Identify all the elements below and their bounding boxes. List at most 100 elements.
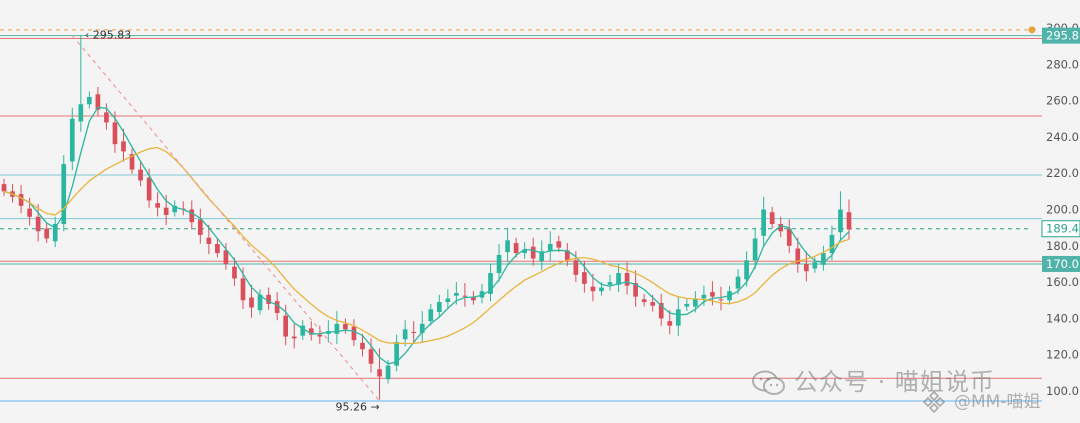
- candle-body[interactable]: [522, 249, 528, 254]
- candle-body[interactable]: [146, 177, 152, 201]
- candle-body[interactable]: [232, 266, 237, 279]
- candle-body[interactable]: [675, 309, 681, 326]
- candle-body[interactable]: [283, 315, 289, 337]
- candle-body[interactable]: [419, 323, 425, 333]
- candle-body[interactable]: [693, 298, 698, 307]
- candle-body[interactable]: [658, 302, 664, 319]
- alert-marker[interactable]: [1028, 26, 1036, 34]
- price-label-box[interactable]: [1042, 27, 1080, 44]
- candle-body[interactable]: [411, 332, 417, 334]
- candle-body[interactable]: [667, 321, 673, 326]
- candle-body[interactable]: [599, 287, 604, 292]
- candle-body[interactable]: [573, 260, 579, 275]
- candle-body[interactable]: [641, 299, 647, 303]
- candle-body[interactable]: [61, 164, 67, 225]
- candle-body[interactable]: [78, 104, 84, 122]
- candle-body[interactable]: [308, 328, 314, 335]
- candle-body[interactable]: [761, 209, 766, 236]
- candle-body[interactable]: [257, 294, 263, 311]
- candle-body[interactable]: [300, 325, 306, 336]
- candle-body[interactable]: [104, 112, 109, 123]
- candle-body[interactable]: [812, 262, 818, 269]
- candle-body[interactable]: [846, 212, 852, 230]
- candle-body[interactable]: [360, 342, 365, 350]
- candle-body[interactable]: [163, 207, 169, 215]
- candle-body[interactable]: [1, 184, 7, 192]
- candle-body[interactable]: [795, 248, 801, 264]
- candle-body[interactable]: [351, 326, 357, 341]
- candle-body[interactable]: [547, 243, 553, 252]
- candle-body[interactable]: [513, 243, 519, 254]
- candle-body[interactable]: [564, 250, 570, 261]
- candle-body[interactable]: [44, 228, 50, 239]
- candle-body[interactable]: [445, 298, 451, 303]
- candle-body[interactable]: [752, 238, 758, 261]
- candle-body[interactable]: [52, 224, 58, 242]
- candle-body[interactable]: [206, 237, 212, 244]
- candle-body[interactable]: [343, 323, 348, 330]
- candle-body[interactable]: [838, 209, 843, 233]
- candle-body[interactable]: [249, 297, 254, 308]
- price-label-box[interactable]: [1042, 255, 1080, 272]
- candle-body[interactable]: [121, 141, 126, 152]
- candle-body[interactable]: [112, 122, 118, 145]
- candle-body[interactable]: [274, 301, 280, 313]
- candle-body[interactable]: [607, 282, 613, 285]
- candle-body[interactable]: [436, 302, 442, 313]
- candle-body[interactable]: [530, 246, 536, 259]
- candle-body[interactable]: [684, 303, 690, 307]
- candle-body[interactable]: [496, 254, 502, 274]
- candle-body[interactable]: [266, 294, 271, 304]
- candle-body[interactable]: [172, 205, 178, 213]
- candle-body[interactable]: [87, 96, 92, 105]
- candle-body[interactable]: [155, 203, 160, 208]
- candle-body[interactable]: [701, 294, 707, 299]
- candle-body[interactable]: [821, 253, 826, 265]
- candle-body[interactable]: [189, 209, 195, 223]
- candle-body[interactable]: [505, 240, 510, 253]
- candle-body[interactable]: [718, 299, 724, 301]
- candle-body[interactable]: [215, 243, 220, 254]
- candle-body[interactable]: [633, 283, 638, 297]
- candle-body[interactable]: [368, 349, 374, 364]
- candle-body[interactable]: [240, 278, 246, 301]
- candle-body[interactable]: [735, 276, 741, 289]
- candle-body[interactable]: [138, 169, 143, 181]
- candle-body[interactable]: [744, 260, 749, 280]
- candle-body[interactable]: [291, 336, 297, 339]
- candle-body[interactable]: [710, 292, 715, 297]
- candle-body[interactable]: [616, 273, 621, 285]
- candle-body[interactable]: [829, 234, 835, 254]
- candle-body[interactable]: [778, 224, 784, 232]
- candle-body[interactable]: [27, 208, 32, 217]
- candle-body[interactable]: [786, 228, 792, 246]
- candle-body[interactable]: [402, 329, 408, 340]
- candle-body[interactable]: [197, 219, 203, 235]
- candle-body[interactable]: [769, 212, 775, 225]
- candle-body[interactable]: [488, 273, 493, 294]
- candle-body[interactable]: [471, 296, 476, 301]
- candle-body[interactable]: [394, 341, 399, 366]
- candle-body[interactable]: [69, 118, 75, 162]
- candle-body[interactable]: [462, 295, 468, 297]
- candle-body[interactable]: [556, 241, 562, 248]
- candle-body[interactable]: [624, 273, 630, 286]
- candle-body[interactable]: [582, 272, 587, 284]
- candle-body[interactable]: [539, 251, 545, 262]
- candle-body[interactable]: [385, 365, 391, 380]
- candle-body[interactable]: [35, 216, 41, 232]
- candle-body[interactable]: [18, 194, 24, 206]
- candle-body[interactable]: [377, 369, 382, 377]
- candle-body[interactable]: [803, 263, 809, 272]
- price-label-box[interactable]: [1041, 220, 1080, 238]
- candle-body[interactable]: [650, 302, 656, 306]
- candle-body[interactable]: [223, 250, 229, 264]
- candle-body[interactable]: [317, 334, 323, 337]
- candle-body[interactable]: [479, 291, 485, 298]
- candle-body[interactable]: [590, 286, 596, 292]
- candle-body[interactable]: [454, 292, 459, 296]
- candle-body[interactable]: [129, 154, 135, 170]
- candle-body[interactable]: [428, 309, 434, 322]
- candle-body[interactable]: [95, 94, 101, 110]
